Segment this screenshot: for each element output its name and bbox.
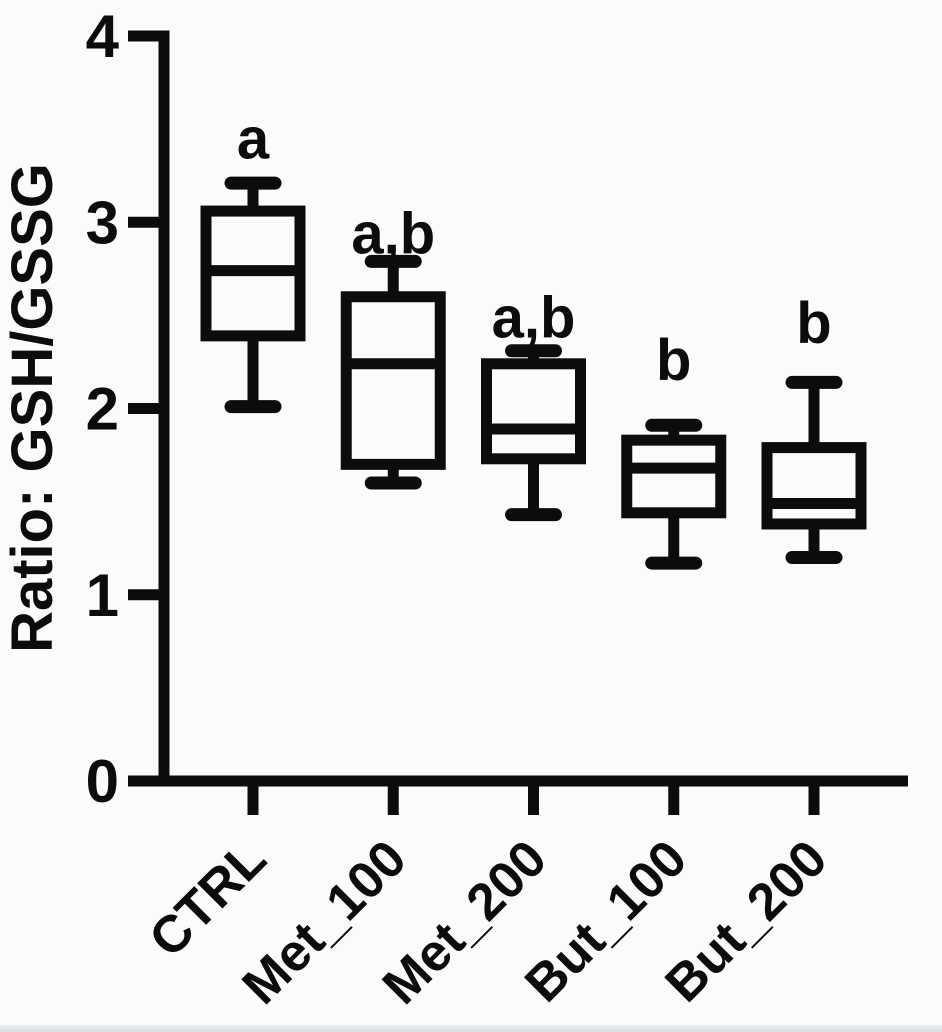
y-tick-label: 1 (86, 562, 119, 629)
bottom-edge-shadow (0, 1025, 942, 1032)
significance-label: a,b (351, 202, 435, 267)
y-axis-title: Ratio: GSH/GSSG (0, 163, 65, 653)
plot-area: 01234CTRLaMet_100a,bMet_200a,bBut_100bBu… (86, 3, 908, 1016)
significance-label: a (237, 107, 270, 172)
significance-label: a,b (492, 285, 576, 350)
y-tick-label: 2 (86, 376, 119, 443)
y-tick-label: 0 (86, 748, 119, 815)
significance-label: b (656, 328, 691, 393)
x-category-label: CTRL (138, 829, 277, 968)
iqr-box (621, 434, 727, 519)
iqr-box (340, 291, 446, 470)
y-tick-label: 3 (86, 189, 119, 256)
significance-label: b (796, 291, 831, 356)
y-tick-label: 4 (86, 3, 120, 70)
iqr-box (481, 358, 586, 465)
iqr-box (761, 442, 867, 530)
